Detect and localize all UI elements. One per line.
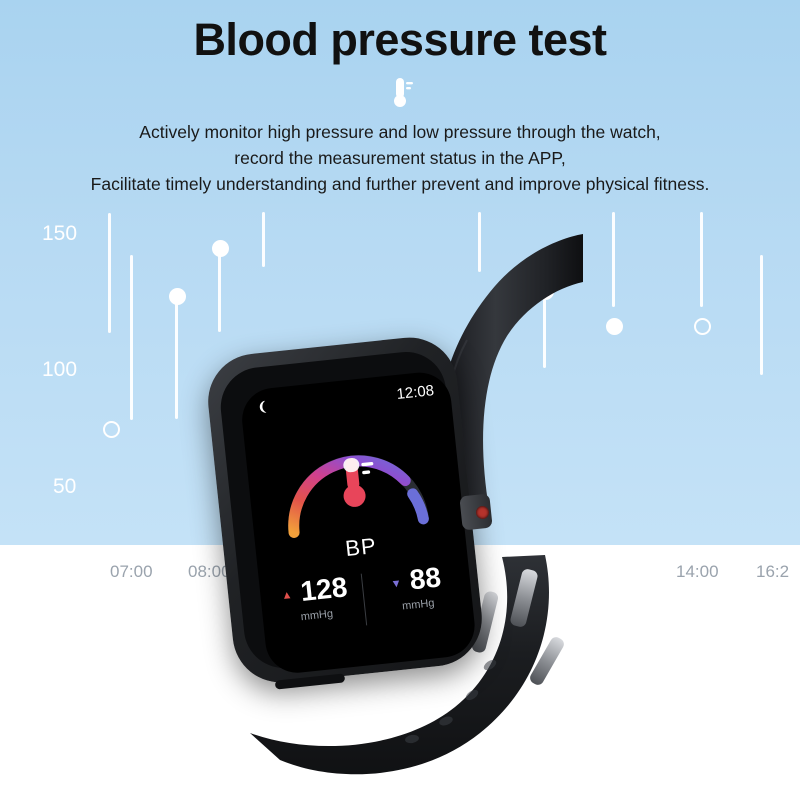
description-line-3: Facilitate timely understanding and furt… — [90, 174, 710, 194]
page-title: Blood pressure test — [193, 14, 607, 65]
bp-values: ▲ 128 mmHg ▼ 88 mmHg — [259, 558, 475, 650]
gridline-7 — [543, 298, 546, 368]
description-line-2: record the measurement status in the APP… — [234, 148, 566, 168]
diastolic-arrow-icon: ▼ — [390, 577, 403, 591]
y-tick-100: 100 — [42, 358, 78, 381]
y-tick-150: 150 — [42, 222, 78, 245]
gridline-8 — [612, 212, 615, 307]
systolic-value-box: ▲ 128 mmHg — [267, 570, 363, 626]
chart-dot-1 — [103, 421, 120, 438]
chart-dot-2 — [169, 288, 186, 305]
gridline-9 — [700, 212, 703, 307]
watch-band-bottom — [250, 555, 564, 775]
chart-dot-6 — [694, 318, 711, 335]
diastolic-value: 88 — [408, 561, 443, 596]
chart-dot-3 — [212, 240, 229, 257]
y-tick-50: 50 — [53, 475, 77, 498]
diastolic-value-box: ▼ 88 mmHg — [368, 559, 464, 615]
bp-gauge — [288, 455, 429, 538]
systolic-arrow-icon: ▲ — [280, 588, 294, 603]
gridline-10 — [760, 255, 763, 375]
thermometer-icon — [343, 457, 374, 507]
value-divider — [360, 573, 368, 626]
x-tick-1400: 14:00 — [676, 562, 719, 581]
systolic-value: 128 — [298, 571, 349, 608]
watch-screen[interactable]: 12:08 — [239, 369, 478, 676]
watch-case-inner: 12:08 — [216, 348, 478, 676]
gridline-4 — [218, 252, 221, 332]
x-tick-1620: 16:2 — [756, 562, 790, 581]
gridline-6 — [478, 212, 481, 272]
chart-dot-5 — [606, 318, 623, 335]
do-not-disturb-icon — [254, 398, 272, 420]
x-tick-0700: 07:00 — [110, 562, 153, 581]
diastolic-line: ▼ 88 — [368, 559, 463, 600]
description-line-1: Actively monitor high pressure and low p… — [139, 122, 661, 142]
gridline-1 — [108, 213, 111, 333]
gridline-5 — [262, 212, 265, 267]
x-tick-0800: 08:00 — [188, 562, 231, 581]
gridline-3 — [175, 299, 178, 419]
smartwatch: 12:08 — [180, 225, 720, 785]
status-time: 12:08 — [395, 382, 435, 403]
gridline-2 — [130, 255, 133, 420]
thermometer-icon — [388, 76, 414, 110]
watch-case: 12:08 — [203, 332, 487, 688]
systolic-line: ▲ 128 — [267, 570, 362, 611]
